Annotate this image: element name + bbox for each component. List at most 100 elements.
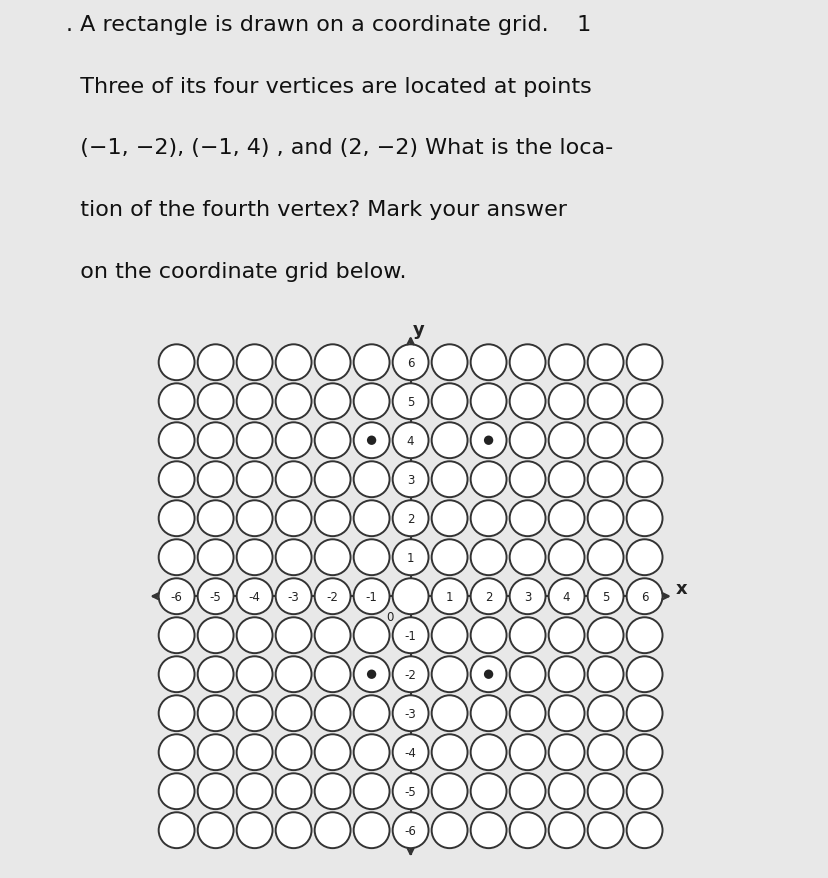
Circle shape xyxy=(315,384,350,420)
Circle shape xyxy=(354,384,389,420)
Circle shape xyxy=(236,812,272,848)
Text: -1: -1 xyxy=(404,629,416,642)
Circle shape xyxy=(315,734,350,770)
Circle shape xyxy=(509,540,545,575)
Circle shape xyxy=(276,657,311,693)
Circle shape xyxy=(236,579,272,615)
Circle shape xyxy=(431,579,467,615)
Circle shape xyxy=(626,423,662,458)
Circle shape xyxy=(276,384,311,420)
Circle shape xyxy=(236,423,272,458)
Circle shape xyxy=(276,423,311,458)
Circle shape xyxy=(509,657,545,693)
Circle shape xyxy=(354,500,389,536)
Text: -5: -5 xyxy=(209,590,221,603)
Circle shape xyxy=(509,500,545,536)
Circle shape xyxy=(626,695,662,731)
Circle shape xyxy=(626,384,662,420)
Text: (−1, −2), (−1, 4) , and (2, −2) What is the loca-: (−1, −2), (−1, 4) , and (2, −2) What is … xyxy=(66,138,613,158)
Text: -2: -2 xyxy=(326,590,338,603)
Circle shape xyxy=(197,617,233,653)
Circle shape xyxy=(548,579,584,615)
Text: 2: 2 xyxy=(407,512,414,525)
Text: 5: 5 xyxy=(601,590,609,603)
Circle shape xyxy=(276,774,311,810)
Circle shape xyxy=(158,812,195,848)
Circle shape xyxy=(158,500,195,536)
Circle shape xyxy=(158,384,195,420)
Circle shape xyxy=(197,462,233,498)
Circle shape xyxy=(197,423,233,458)
Circle shape xyxy=(158,462,195,498)
Circle shape xyxy=(548,345,584,381)
Circle shape xyxy=(470,695,506,731)
Circle shape xyxy=(315,540,350,575)
Circle shape xyxy=(392,500,428,536)
Circle shape xyxy=(470,540,506,575)
Circle shape xyxy=(236,695,272,731)
Circle shape xyxy=(509,617,545,653)
Text: on the coordinate grid below.: on the coordinate grid below. xyxy=(66,262,407,281)
Circle shape xyxy=(197,345,233,381)
Circle shape xyxy=(626,734,662,770)
Circle shape xyxy=(626,345,662,381)
Circle shape xyxy=(354,657,389,693)
Circle shape xyxy=(470,423,506,458)
Circle shape xyxy=(392,774,428,810)
Text: 3: 3 xyxy=(523,590,531,603)
Circle shape xyxy=(509,345,545,381)
Circle shape xyxy=(509,734,545,770)
Circle shape xyxy=(587,695,623,731)
Circle shape xyxy=(626,617,662,653)
Circle shape xyxy=(158,617,195,653)
Text: 4: 4 xyxy=(407,435,414,447)
Circle shape xyxy=(367,436,376,445)
Circle shape xyxy=(509,384,545,420)
Text: 6: 6 xyxy=(640,590,647,603)
Circle shape xyxy=(392,384,428,420)
Circle shape xyxy=(236,734,272,770)
Circle shape xyxy=(354,734,389,770)
Text: Three of its four vertices are located at points: Three of its four vertices are located a… xyxy=(66,77,591,97)
Circle shape xyxy=(354,579,389,615)
Text: 4: 4 xyxy=(562,590,570,603)
Circle shape xyxy=(509,812,545,848)
Circle shape xyxy=(587,812,623,848)
Circle shape xyxy=(548,695,584,731)
Circle shape xyxy=(158,695,195,731)
Circle shape xyxy=(470,384,506,420)
Circle shape xyxy=(354,540,389,575)
Circle shape xyxy=(548,657,584,693)
Circle shape xyxy=(158,734,195,770)
Text: 0: 0 xyxy=(386,610,393,623)
Circle shape xyxy=(236,384,272,420)
Text: 1: 1 xyxy=(407,551,414,564)
Circle shape xyxy=(236,345,272,381)
Circle shape xyxy=(276,695,311,731)
Circle shape xyxy=(509,579,545,615)
Circle shape xyxy=(197,540,233,575)
Circle shape xyxy=(548,500,584,536)
Circle shape xyxy=(470,345,506,381)
Circle shape xyxy=(470,657,506,693)
Circle shape xyxy=(276,500,311,536)
Text: x: x xyxy=(675,579,686,597)
Circle shape xyxy=(236,462,272,498)
Circle shape xyxy=(315,500,350,536)
Circle shape xyxy=(197,734,233,770)
Circle shape xyxy=(626,540,662,575)
Circle shape xyxy=(197,695,233,731)
Circle shape xyxy=(197,812,233,848)
Circle shape xyxy=(392,695,428,731)
Circle shape xyxy=(470,500,506,536)
Circle shape xyxy=(315,657,350,693)
Circle shape xyxy=(315,579,350,615)
Circle shape xyxy=(470,462,506,498)
Circle shape xyxy=(548,423,584,458)
Circle shape xyxy=(158,423,195,458)
Circle shape xyxy=(470,579,506,615)
Circle shape xyxy=(392,345,428,381)
Circle shape xyxy=(587,345,623,381)
Circle shape xyxy=(431,734,467,770)
Circle shape xyxy=(431,657,467,693)
